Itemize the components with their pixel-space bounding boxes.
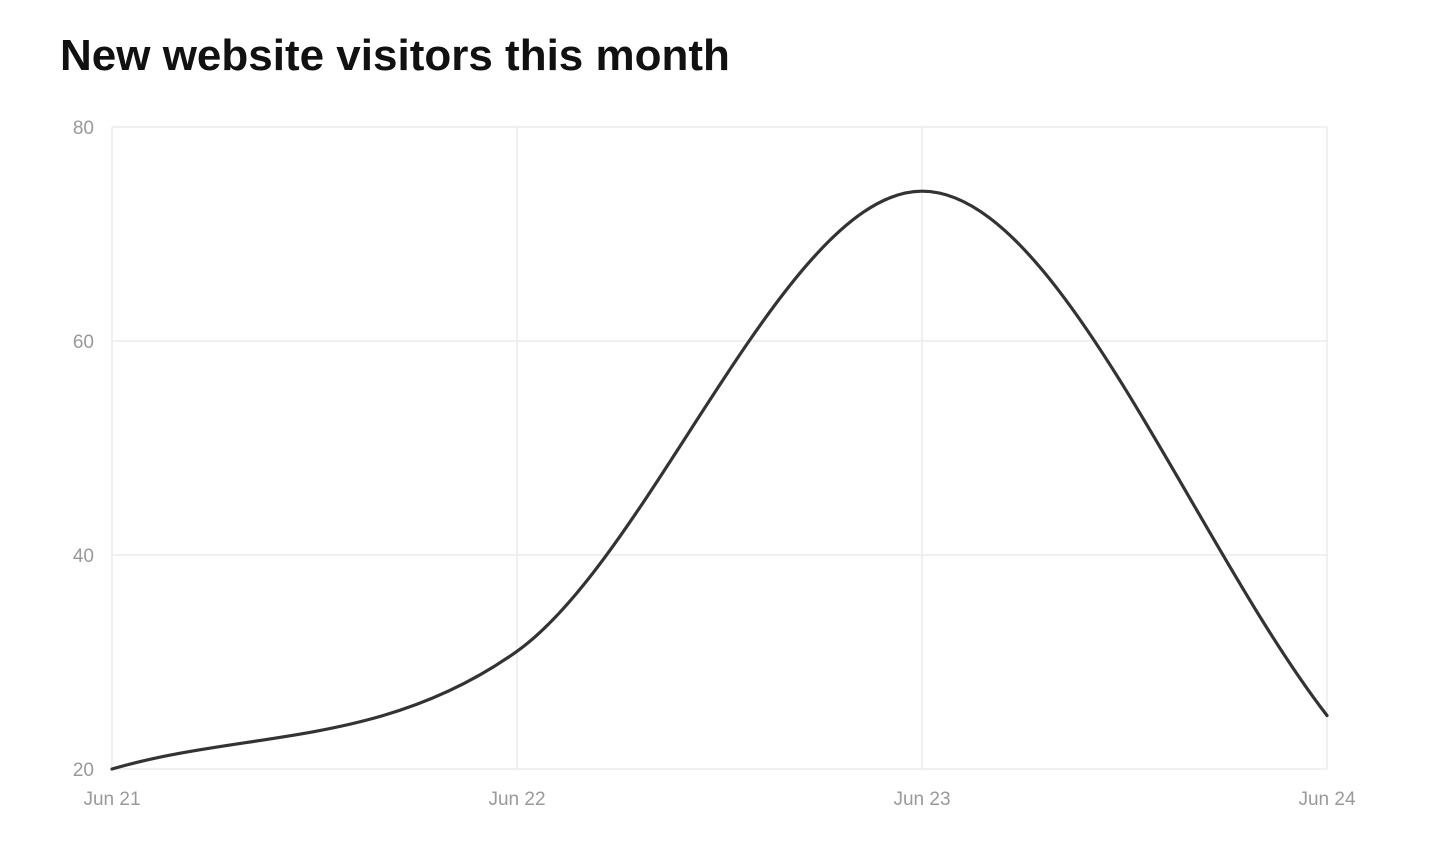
series-lines (110, 189, 1329, 771)
y-tick-label: 60 (73, 332, 94, 353)
y-tick-label: 40 (73, 546, 94, 567)
axis-labels: 20 40 60 80 Jun 21 Jun 22 Jun 23 Jun 24 (73, 118, 1356, 810)
y-tick-label: 80 (73, 118, 94, 139)
gridlines (111, 126, 1328, 770)
y-tick-label: 20 (73, 760, 94, 781)
x-tick-label: Jun 24 (1298, 789, 1355, 810)
x-tick-label: Jun 21 (83, 789, 140, 810)
chart-title: New website visitors this month (60, 31, 730, 80)
x-tick-label: Jun 23 (893, 789, 950, 810)
x-tick-label: Jun 22 (488, 789, 545, 810)
series-line-0 (110, 189, 1329, 771)
